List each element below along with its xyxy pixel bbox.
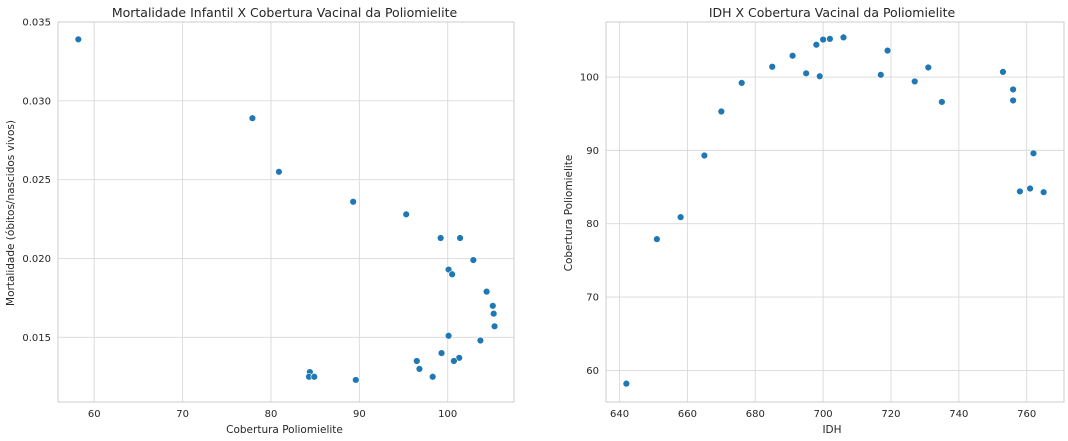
data-point — [877, 71, 885, 79]
data-points — [74, 35, 499, 384]
x-tick-label: 100 — [438, 409, 457, 420]
data-point — [74, 35, 83, 44]
data-point — [1009, 85, 1017, 94]
y-tick-label: 80 — [586, 219, 599, 230]
data-point — [456, 234, 464, 242]
data-point — [999, 68, 1007, 76]
x-tick-label: 90 — [353, 409, 366, 420]
x-tick-label: 660 — [678, 409, 697, 420]
data-point — [676, 213, 685, 221]
data-point — [924, 63, 932, 72]
x-tick-label: 680 — [746, 409, 765, 420]
data-point — [448, 270, 456, 278]
data-points — [622, 33, 1048, 388]
data-point — [352, 376, 360, 384]
data-point — [413, 357, 421, 365]
data-point — [622, 379, 631, 388]
x-tick-label: 760 — [1017, 409, 1036, 420]
y-tick-label: 0.030 — [22, 96, 51, 107]
gridlines — [606, 22, 1064, 402]
data-point — [653, 235, 661, 243]
data-point — [826, 35, 834, 43]
y-tick-label: 0.025 — [22, 175, 51, 186]
y-tick-label: 0.035 — [22, 18, 51, 29]
data-point — [402, 210, 410, 219]
data-point — [415, 365, 424, 373]
data-point — [436, 234, 445, 242]
data-point — [1009, 96, 1017, 105]
gridlines — [58, 21, 514, 402]
data-point — [788, 52, 797, 60]
data-point — [1026, 184, 1034, 193]
data-point — [839, 33, 848, 42]
data-point — [428, 373, 437, 381]
y-tick-label: 70 — [586, 293, 599, 304]
chart-title: IDH X Cobertura Vacinal da Poliomielite — [709, 5, 956, 20]
chart-mortality-vs-polio: Mortalidade Infantil X Cobertura Vacinal… — [5, 5, 515, 436]
chart-idh-vs-polio: IDH X Cobertura Vacinal da Poliomielite … — [563, 5, 1065, 436]
data-point — [738, 79, 746, 87]
data-point — [248, 114, 257, 122]
data-point — [911, 77, 919, 86]
data-point — [1039, 188, 1048, 196]
data-point — [717, 107, 726, 116]
data-point — [444, 332, 453, 340]
data-point — [700, 151, 709, 160]
data-point — [450, 357, 458, 365]
data-point — [819, 35, 827, 44]
y-axis-label: Mortalidade (óbitos/nascidos vivos) — [5, 120, 17, 306]
data-point — [489, 310, 498, 318]
y-tick-label: 0.015 — [22, 333, 51, 344]
y-tick-label: 0.020 — [22, 254, 51, 265]
chart-title: Mortalidade Infantil X Cobertura Vacinal… — [112, 5, 458, 20]
y-tick-label: 100 — [580, 73, 599, 84]
data-point — [469, 256, 478, 264]
data-point — [938, 98, 946, 106]
data-point — [1029, 149, 1038, 158]
data-point — [768, 63, 776, 71]
data-point — [437, 349, 446, 357]
x-tick-label: 60 — [88, 409, 101, 420]
x-tick-label: 80 — [265, 409, 278, 420]
y-tick-label: 90 — [586, 146, 599, 157]
data-point — [1016, 187, 1024, 196]
data-point — [816, 72, 824, 80]
x-axis-label: Cobertura Poliomielite — [226, 424, 343, 436]
x-tick-label: 640 — [610, 409, 629, 420]
data-point — [812, 41, 821, 49]
x-tick-label: 700 — [814, 409, 833, 420]
data-point — [310, 373, 318, 381]
x-axis-label: IDH — [822, 424, 841, 436]
y-tick-label: 60 — [586, 366, 599, 377]
data-point — [275, 168, 283, 176]
data-point — [490, 322, 499, 331]
x-tick-label: 70 — [176, 409, 189, 420]
data-point — [883, 46, 892, 55]
y-axis-label: Cobertura Poliomielite — [563, 155, 575, 272]
data-point — [802, 69, 810, 78]
x-tick-label: 720 — [881, 409, 900, 420]
plot-frame — [57, 21, 515, 403]
data-point — [349, 198, 357, 206]
data-point — [476, 336, 485, 345]
plot-frame — [605, 21, 1065, 403]
x-tick-label: 740 — [949, 409, 968, 420]
data-point — [482, 287, 491, 296]
data-point — [489, 302, 497, 310]
